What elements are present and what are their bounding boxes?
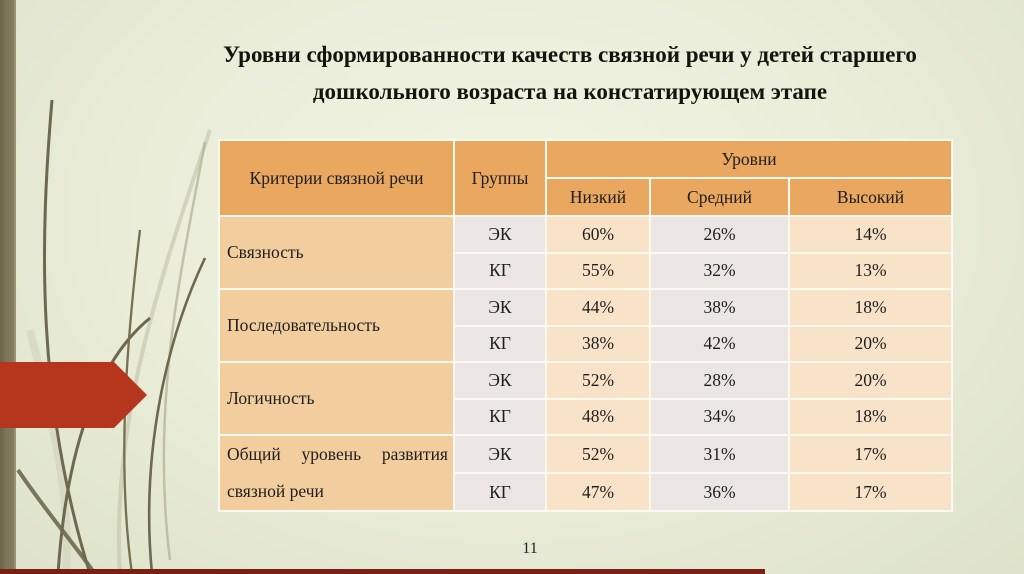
group-cell: ЭК <box>453 215 547 254</box>
value-low: 44% <box>545 288 651 327</box>
value-mid: 38% <box>649 288 790 327</box>
header-groups: Группы <box>453 139 547 217</box>
value-high: 20% <box>787 361 954 400</box>
value-mid: 31% <box>649 434 790 474</box>
value-mid: 28% <box>649 361 790 400</box>
value-low: 52% <box>545 361 651 400</box>
table-row: КГ 47% 36% 17% <box>219 472 954 512</box>
value-low: 48% <box>545 397 651 436</box>
value-high: 18% <box>787 288 954 327</box>
table-row: Связность ЭК 60% 26% 14% <box>218 215 954 290</box>
group-cell: КГ <box>453 397 547 436</box>
criterion-cell: Логичность <box>218 361 455 436</box>
slide-title-line1: Уровни сформированности качеств связной … <box>223 42 917 67</box>
header-level-high: Высокий <box>787 177 954 217</box>
table-row: Последовательность ЭК 44% 38% 18% <box>218 288 954 363</box>
value-high: 14% <box>787 215 954 254</box>
value-high: 13% <box>787 251 954 290</box>
table-row: Общий уровень развития связной речи ЭК 5… <box>218 434 954 512</box>
value-mid: 32% <box>649 251 790 290</box>
header-level-mid: Средний <box>649 177 790 217</box>
group-cell: ЭК <box>453 361 547 400</box>
slide-title: Уровни сформированности качеств связной … <box>120 36 1020 110</box>
table-row: Логичность ЭК 52% 28% 20% <box>218 361 954 436</box>
value-low: 38% <box>545 324 651 363</box>
header-levels: Уровни <box>544 139 954 179</box>
slide-title-line2: дошкольного возраста на констатирующем э… <box>312 79 828 104</box>
value-mid: 34% <box>649 397 790 436</box>
group-cell: КГ <box>453 472 547 512</box>
header-criteria: Критерии связной речи <box>218 139 455 217</box>
value-low: 52% <box>545 434 651 474</box>
value-mid: 42% <box>649 324 790 363</box>
criterion-cell: Общий уровень развития связной речи <box>218 434 455 512</box>
criterion-cell: Связность <box>218 215 455 290</box>
left-sidebar-band <box>0 0 16 574</box>
value-mid: 26% <box>649 215 790 254</box>
table-header-row-1: Критерии связной речи Группы Уровни <box>218 139 954 217</box>
table-row: КГ 38% 42% 20% <box>219 324 954 363</box>
value-high: 17% <box>787 434 954 474</box>
value-low: 55% <box>545 251 651 290</box>
value-low: 60% <box>545 215 651 254</box>
results-table: Критерии связной речи Группы Уровни Низк… <box>218 139 954 512</box>
value-high: 18% <box>787 397 954 436</box>
group-cell: КГ <box>453 324 547 363</box>
group-cell: ЭК <box>453 434 547 474</box>
value-low: 47% <box>545 472 651 512</box>
red-arrow-shape <box>0 362 147 428</box>
page-number: 11 <box>522 540 538 557</box>
group-cell: КГ <box>453 251 547 290</box>
group-cell: ЭК <box>453 288 547 327</box>
table-row: КГ 55% 32% 13% <box>219 251 954 290</box>
value-high: 17% <box>787 472 954 512</box>
header-level-low: Низкий <box>545 177 651 217</box>
bottom-accent-bar <box>0 569 765 574</box>
criterion-cell: Последовательность <box>218 288 455 363</box>
value-mid: 36% <box>649 472 790 512</box>
table-row: КГ 48% 34% 18% <box>219 397 954 436</box>
table-header-row-2: Низкий Средний Высокий <box>219 177 954 217</box>
value-high: 20% <box>787 324 954 363</box>
